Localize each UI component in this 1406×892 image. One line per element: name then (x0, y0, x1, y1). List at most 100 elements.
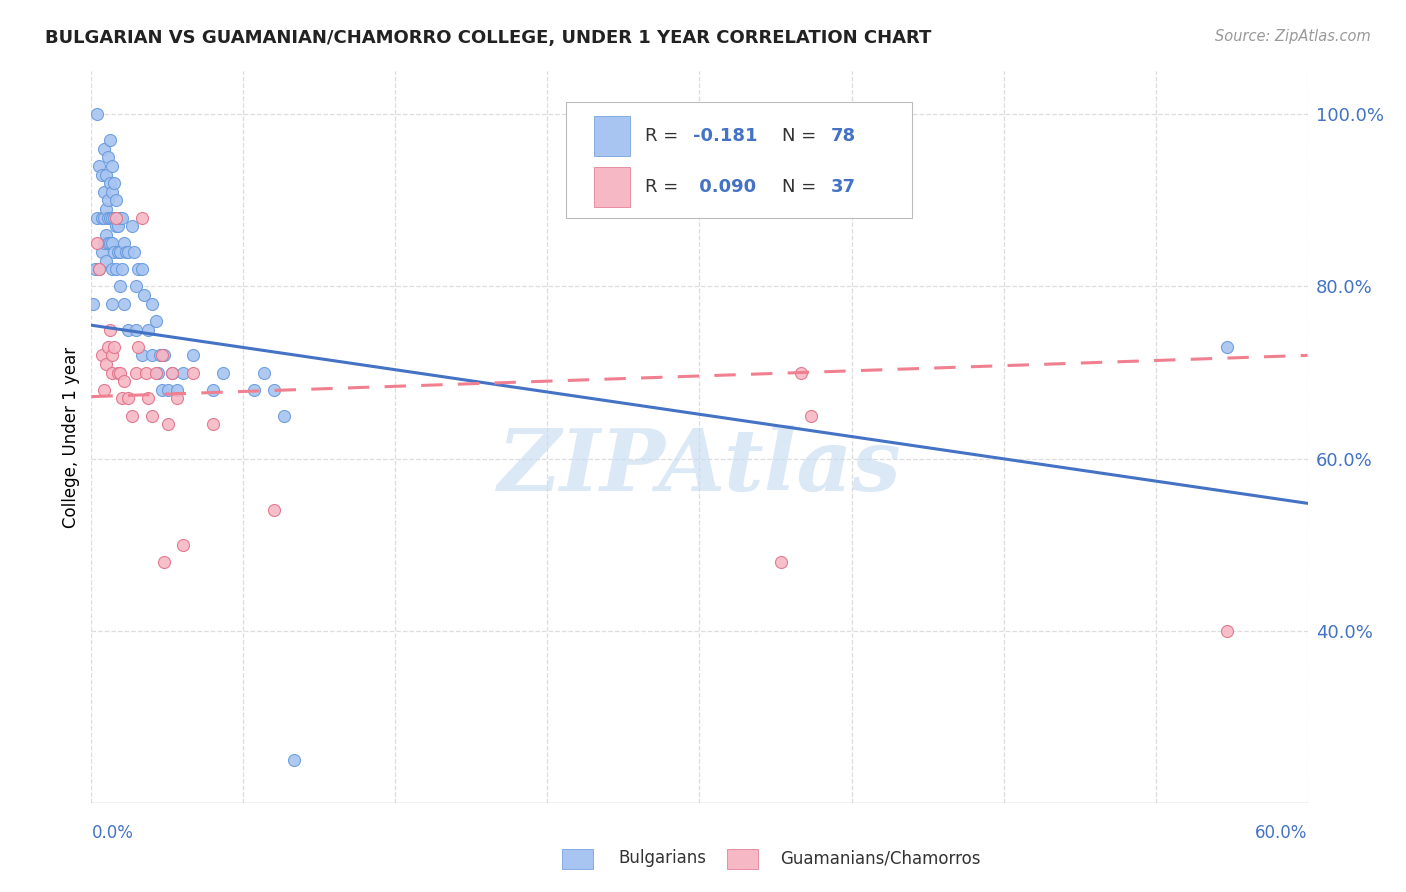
Bar (593, 116, 630, 156)
Point (89, 262, 111, 277)
Point (100, 366, 122, 380)
Point (150, 348, 173, 362)
Point (202, 417, 225, 432)
Point (125, 322, 148, 336)
Point (145, 314, 167, 328)
Text: R =: R = (645, 178, 683, 196)
Point (172, 366, 194, 380)
Point (107, 366, 129, 380)
Point (212, 366, 235, 380)
Point (94, 202, 117, 216)
Point (153, 555, 176, 569)
Point (125, 279, 148, 293)
Point (157, 383, 180, 397)
Point (89, 262, 111, 277)
Point (104, 262, 127, 277)
Point (769, 555, 792, 569)
Text: N =: N = (782, 178, 823, 196)
Point (136, 392, 159, 406)
Point (153, 348, 176, 362)
Point (97, 150, 120, 164)
Point (136, 322, 159, 336)
Point (111, 262, 134, 277)
Point (273, 409, 295, 423)
Point (107, 219, 129, 234)
Point (162, 366, 184, 380)
FancyBboxPatch shape (565, 102, 912, 218)
Point (108, 279, 131, 293)
Point (93, 211, 115, 225)
Point (131, 211, 153, 225)
Point (100, 211, 122, 225)
Text: Bulgarians: Bulgarians (619, 849, 707, 867)
Point (131, 348, 153, 362)
Point (141, 296, 163, 310)
Text: R =: R = (645, 127, 683, 145)
Point (150, 383, 173, 397)
Point (90, 168, 112, 182)
Point (166, 383, 188, 397)
Point (93, 236, 115, 251)
Point (98, 176, 121, 190)
Point (117, 322, 139, 336)
Point (86, 107, 108, 121)
Point (100, 348, 122, 362)
Point (108, 245, 131, 260)
Point (166, 392, 188, 406)
Point (790, 366, 813, 380)
Text: 78: 78 (831, 127, 856, 145)
Point (1215, 624, 1237, 638)
Point (122, 245, 145, 260)
Point (90, 348, 112, 362)
Point (127, 340, 149, 354)
Point (131, 262, 153, 277)
Point (107, 245, 129, 260)
Point (111, 392, 134, 406)
Text: 60.0%: 60.0% (1256, 824, 1308, 842)
Point (132, 288, 155, 302)
Y-axis label: College, Under 1 year: College, Under 1 year (62, 346, 80, 528)
Point (100, 159, 122, 173)
Point (103, 176, 125, 190)
Point (100, 262, 122, 277)
Text: ZIPAtlas: ZIPAtlas (498, 425, 901, 508)
Point (97, 340, 120, 354)
Point (141, 409, 163, 423)
Point (181, 348, 204, 362)
Point (98, 133, 121, 147)
Text: 37: 37 (831, 178, 856, 196)
Point (103, 211, 125, 225)
Point (100, 185, 122, 199)
Point (89, 159, 111, 173)
Point (97, 211, 120, 225)
Point (157, 417, 180, 432)
Point (149, 348, 172, 362)
Point (112, 236, 135, 251)
Point (103, 340, 125, 354)
Point (93, 142, 115, 156)
Point (121, 219, 143, 234)
Text: Source: ZipAtlas.com: Source: ZipAtlas.com (1215, 29, 1371, 45)
Point (103, 245, 125, 260)
Text: -0.181: -0.181 (693, 127, 758, 145)
Point (104, 219, 127, 234)
Point (117, 245, 139, 260)
Point (104, 194, 127, 208)
Point (94, 227, 117, 242)
Point (100, 296, 122, 310)
Point (135, 366, 157, 380)
Point (263, 383, 285, 397)
Point (93, 383, 115, 397)
Point (127, 262, 149, 277)
Point (263, 503, 285, 517)
Point (84, 262, 107, 277)
Point (98, 211, 121, 225)
Text: 0.090: 0.090 (693, 178, 756, 196)
Point (90, 211, 112, 225)
Point (97, 194, 120, 208)
Text: BULGARIAN VS GUAMANIAN/CHAMORRO COLLEGE, UNDER 1 YEAR CORRELATION CHART: BULGARIAN VS GUAMANIAN/CHAMORRO COLLEGE,… (45, 29, 931, 47)
Point (202, 383, 225, 397)
Point (121, 409, 143, 423)
Point (125, 366, 148, 380)
Point (94, 253, 117, 268)
